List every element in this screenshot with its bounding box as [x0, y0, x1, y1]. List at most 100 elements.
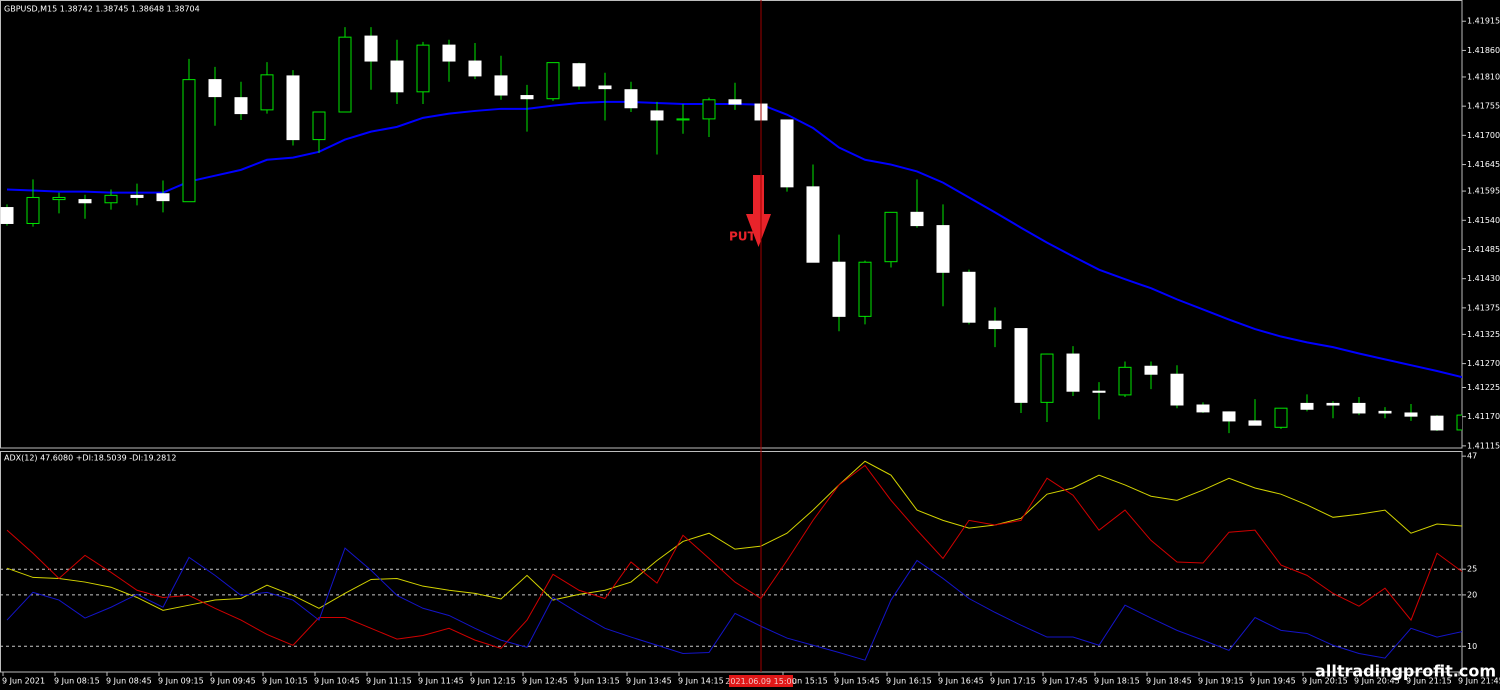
- candle-body: [286, 75, 300, 141]
- x-tick-label: 9 Jun 19:15: [1198, 677, 1244, 686]
- y-tick-label: 1.41595: [1467, 187, 1500, 196]
- x-tick-label: 9 Jun 08:45: [106, 677, 152, 686]
- candle-body: [442, 44, 456, 62]
- y-tick-label: 1.41540: [1467, 216, 1500, 225]
- candle-body: [1248, 420, 1262, 426]
- y-tick-label: 1.41225: [1467, 383, 1500, 392]
- candle-body: [1378, 410, 1392, 414]
- axes: 1.41915 1.41860 1.41810 1.41755 1.41700 1.416…: [2, 17, 1500, 686]
- candle-body: [364, 35, 378, 62]
- candle-body: [806, 186, 820, 263]
- x-tick-label: 9 Jun 14:15: [678, 677, 724, 686]
- y-tick-label: 1.41915: [1467, 17, 1500, 26]
- x-tick-label: 9 Jun 12:45: [522, 677, 568, 686]
- put-arrow: [746, 175, 771, 247]
- candle-body: [182, 79, 196, 203]
- x-tick-label: 9 Jun 08:15: [54, 677, 100, 686]
- x-tick-label: 9 Jun 11:45: [418, 677, 464, 686]
- x-tick-label: 9 Jun 15:15: [782, 677, 828, 686]
- x-tick-label: 9 Jun 20:45: [1354, 677, 1400, 686]
- x-tick-label: 9 Jun 10:15: [262, 677, 308, 686]
- adx-pane-border: [0, 451, 1463, 673]
- candle-body: [936, 225, 950, 273]
- put-label: PUT: [729, 230, 757, 244]
- candle-body: [1118, 366, 1132, 396]
- watermark: alltradingprofit.com: [1315, 662, 1496, 681]
- main-title: GBPUSD,M15 1.38742 1.38745 1.38648 1.387…: [4, 5, 200, 14]
- x-tick-label: 9 Jun 09:15: [158, 677, 204, 686]
- x-tick-label: 9 Jun 20:15: [1302, 677, 1348, 686]
- candle-body: [1430, 415, 1444, 431]
- candle-body: [1404, 412, 1418, 417]
- indicator-line: [6, 547, 1462, 661]
- candle-body: [416, 44, 430, 93]
- y-tick-label: 1.41375: [1467, 303, 1500, 312]
- x-tick-label: 9 Jun 11:15: [366, 677, 412, 686]
- candle-body: [1274, 407, 1288, 428]
- candle-body: [1196, 404, 1210, 413]
- cursor-label: 2021.06.09 15:00: [725, 677, 796, 686]
- candle-body: [1040, 353, 1054, 403]
- candle-body: [156, 193, 170, 202]
- candle-body: [1092, 390, 1106, 393]
- x-tick-label: 9 Jun 15:45: [834, 677, 880, 686]
- candle-body: [234, 97, 248, 115]
- x-tick-label: 9 Jun 16:15: [886, 677, 932, 686]
- y-tick-label: 1.41115: [1467, 441, 1500, 450]
- x-tick-label: 9 Jun 17:15: [990, 677, 1036, 686]
- y-tick-label: 1.41860: [1467, 46, 1500, 55]
- y-tick-label: 1.41810: [1467, 72, 1500, 81]
- y-tick-label: 1.41325: [1467, 330, 1500, 339]
- candle-body: [858, 261, 872, 317]
- candle-body: [598, 85, 612, 90]
- candle-body: [390, 60, 404, 93]
- x-tick-label: 9 Jun 19:45: [1250, 677, 1296, 686]
- y-tick-label: 1.41700: [1467, 131, 1500, 140]
- candle-body: [728, 99, 742, 105]
- candle-body: [130, 194, 144, 198]
- y-tick-label: 10: [1467, 642, 1477, 651]
- candle-body: [26, 196, 40, 224]
- y-tick-label: 20: [1467, 590, 1477, 599]
- candle-body: [338, 36, 352, 113]
- y-tick-label: 1.41485: [1467, 245, 1500, 254]
- candle-body: [988, 320, 1002, 330]
- candle-body: [1066, 353, 1080, 392]
- candle-body: [676, 118, 690, 121]
- candle-body: [78, 199, 92, 204]
- candle-body: [1456, 414, 1462, 431]
- x-tick-label: 9 Jun 13:45: [626, 677, 672, 686]
- candle-body: [104, 194, 118, 204]
- candle-body: [910, 211, 924, 227]
- overlay: 2021.06.09 15:00: [725, 0, 797, 687]
- candle-body: [1014, 328, 1028, 403]
- candle-body: [1326, 402, 1340, 406]
- x-tick-label: 9 Jun 18:45: [1146, 677, 1192, 686]
- candle-body: [468, 60, 482, 77]
- cursor-label-box: [729, 675, 793, 687]
- main-pane-border: [0, 0, 1463, 449]
- y-tick-label: 1.41270: [1467, 359, 1500, 368]
- y-tick-label: 1.41645: [1467, 160, 1500, 169]
- candle-body: [1144, 365, 1158, 375]
- candle-body: [1352, 402, 1366, 414]
- x-tick-label: 9 Jun 2021: [2, 677, 45, 686]
- candle-body: [962, 271, 976, 323]
- candle-body: [780, 119, 794, 188]
- adx-title: ADX(12) 47.6080 +DI:18.5039 -DI:19.2812: [4, 454, 176, 463]
- candle-body: [0, 207, 14, 224]
- y-tick-label: 1.41755: [1467, 102, 1500, 111]
- x-tick-label: 9 Jun 16:45: [938, 677, 984, 686]
- x-tick-label: 9 Jun 10:45: [314, 677, 360, 686]
- candle-body: [494, 75, 508, 96]
- x-tick-label: 9 Jun 17:45: [1042, 677, 1088, 686]
- candle-body: [546, 62, 560, 100]
- candle-body: [1222, 411, 1236, 422]
- y-tick-label: 25: [1467, 565, 1477, 574]
- candle-body: [702, 99, 716, 120]
- indicator-line: [6, 460, 1462, 611]
- candle-body: [52, 196, 66, 201]
- adx-plot: [0, 460, 1462, 661]
- candle-body: [832, 261, 846, 317]
